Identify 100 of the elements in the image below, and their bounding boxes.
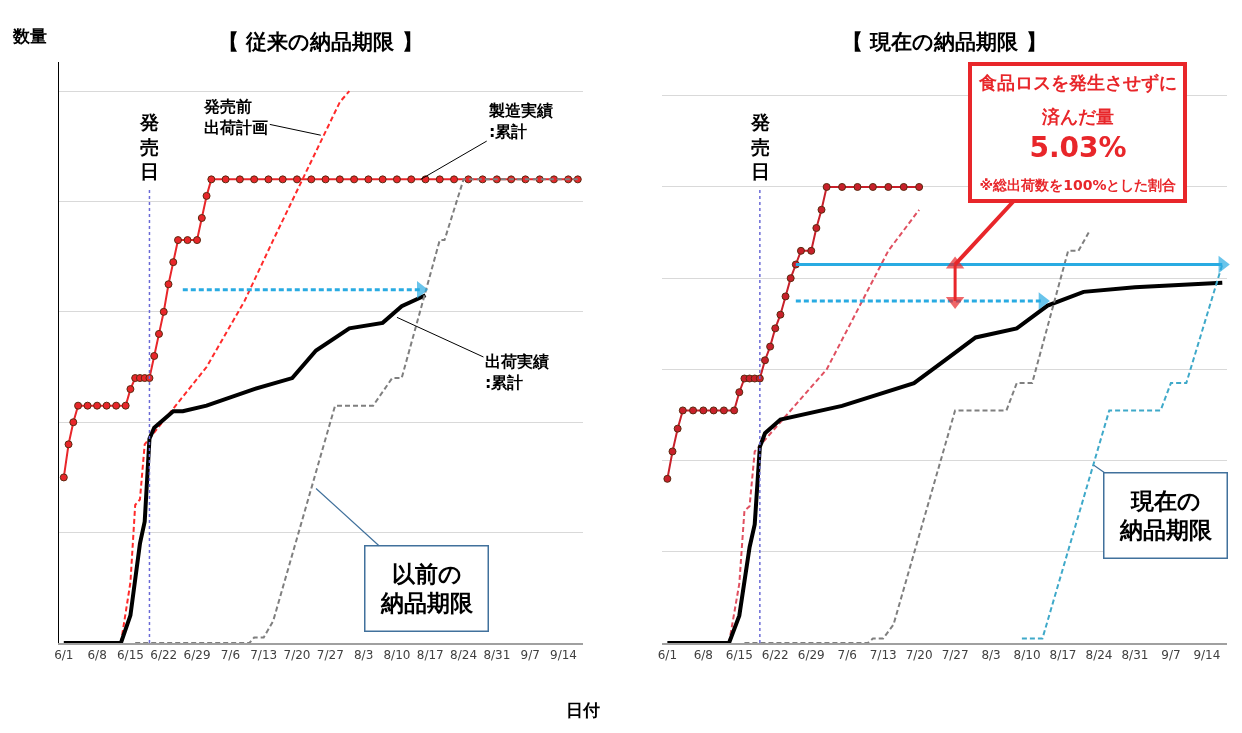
point [766,342,775,351]
point [392,175,401,184]
ref-line-label: 発売日 [750,111,770,183]
point [730,406,739,415]
x-tick-label: 6/1 [54,648,74,663]
x-tick-label: 8/31 [483,648,511,663]
annotation: 製造実績 :累計 [488,101,553,141]
point [884,182,893,191]
point [817,205,826,214]
point [771,324,780,333]
point [678,406,687,415]
point [321,175,330,184]
point [435,175,444,184]
x-tick-label: 7/13 [250,648,278,663]
annotation: 出荷実績 :累計 [485,352,549,392]
x-tick-label: 9/7 [520,648,540,663]
x-tick-label: 8/24 [450,648,478,663]
point [154,329,163,338]
point [278,175,287,184]
point [293,175,301,184]
x-tick-label: 6/15 [725,648,753,663]
x-tick-label: 8/31 [1121,648,1149,663]
x-tick-label: 6/1 [657,648,678,663]
point [197,214,206,222]
point [350,175,359,184]
point [689,406,698,415]
chart-title: 【 現在の納品期限 】 [842,30,1047,54]
x-tick-label: 6/29 [183,648,211,663]
x-tick-label: 7/6 [837,648,857,663]
point [307,175,316,184]
point [93,401,102,410]
point [112,401,121,410]
x-tick-label: 8/17 [416,648,444,663]
x-tick-label: 8/24 [1085,648,1113,663]
point [207,175,216,184]
point [812,224,821,233]
point [335,175,344,184]
point [121,401,130,410]
point [915,182,924,191]
point [719,406,728,415]
point [164,280,173,289]
x-tick-label: 8/10 [383,648,411,663]
x-tick-label: 7/27 [941,648,969,663]
point [174,236,183,245]
point [126,385,135,394]
point [673,424,682,433]
point [364,175,373,184]
point [407,175,416,184]
x-tick-label: 9/7 [1161,648,1181,663]
point [193,236,202,245]
point [159,307,168,316]
point [450,175,459,184]
point [781,292,790,301]
point [786,274,795,283]
point [83,401,92,410]
point [102,401,111,410]
point [709,406,718,415]
point [235,175,244,184]
point [74,401,83,410]
point [202,191,211,200]
annotation: 発売前出荷計画 [203,97,268,137]
point [822,182,831,191]
point [64,440,73,449]
point [899,182,908,191]
x-tick-label: 6/15 [116,648,144,663]
x-tick-label: 9/14 [1193,648,1221,663]
x-tick-label: 7/27 [316,648,344,663]
point [59,473,68,482]
point [838,182,847,191]
x-tick-label: 9/14 [550,648,577,663]
point [668,447,677,456]
point [853,182,862,191]
point [663,474,672,483]
ref-line-label: 発売日 [139,111,159,183]
point [183,236,192,245]
point [378,175,387,184]
annotation: 以前の納品期限 [379,560,474,617]
x-tick-label: 7/20 [283,648,311,663]
point [150,351,159,360]
x-tick-label: 8/3 [353,648,374,663]
point [69,418,78,427]
annotation: 食品ロスを発生させずに済んだ量 5.03% ※総出荷数を100%とした割合 [978,72,1177,194]
point [735,388,744,397]
point [796,246,805,255]
x-tick-label: 6/8 [87,648,107,663]
chart-title: 【 従来の納品期限 】 [218,30,423,54]
x-tick-label: 8/10 [1013,648,1041,663]
point [264,175,273,184]
point [807,246,816,255]
x-tick-label: 7/6 [220,648,241,663]
point [221,175,230,184]
point [699,406,708,415]
x-tick-label: 6/22 [761,648,789,663]
x-axis-title: 日付 [566,700,600,720]
x-tick-label: 7/20 [905,648,933,663]
point [250,175,259,184]
point [145,374,154,383]
point [761,356,769,365]
annotation: 現在の納品期限 [1118,487,1213,544]
point [868,182,877,191]
